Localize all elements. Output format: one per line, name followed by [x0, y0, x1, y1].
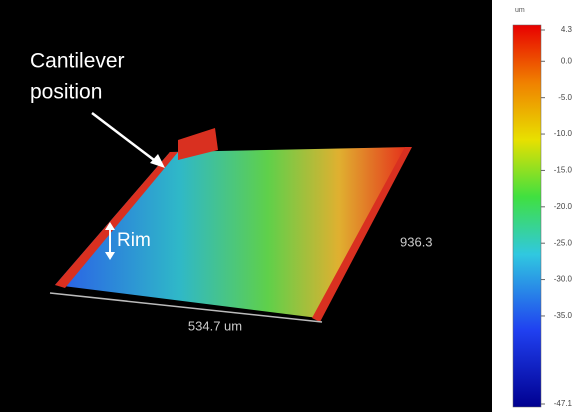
page: 534.7 um 936.3 Cantilever position Rim u… [0, 0, 579, 412]
tick-label: -10.0 [554, 129, 573, 138]
tick-label: -20.0 [554, 202, 573, 211]
tick-label: -5.0 [558, 93, 572, 102]
x-label: 534.7 um [188, 318, 242, 333]
tick-label: -15.0 [554, 166, 573, 175]
tick-label: -25.0 [554, 238, 573, 247]
tick-label: 4.3 [561, 25, 573, 34]
annotation: position [30, 81, 102, 104]
tick-label: -47.1 [554, 399, 573, 408]
tick-label: -35.0 [554, 311, 573, 320]
rim-label: Rim [117, 230, 151, 251]
colorbar [513, 25, 541, 407]
colorbar-unit: um [515, 7, 525, 14]
figure: 534.7 um 936.3 Cantilever position Rim u… [0, 0, 579, 412]
annotation: Cantilever [30, 50, 125, 73]
colorbar-ticks: 4.3 0.0 -5.0 -10.0 -15.0 -20.0 -25.0 -30.0 -35.0… [541, 25, 573, 408]
tick-label: 0.0 [561, 56, 573, 65]
y-label: 936.3 [400, 234, 433, 249]
tick-label: -30.0 [554, 275, 573, 284]
